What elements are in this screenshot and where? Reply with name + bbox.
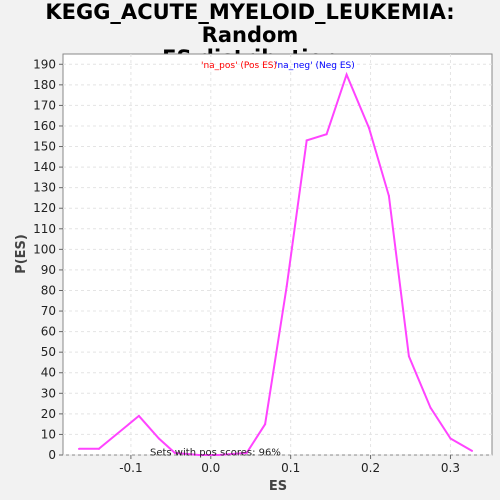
data-point [471, 449, 474, 452]
data-point [367, 127, 370, 130]
data-point [137, 414, 140, 417]
y-tick-label: 40 [41, 366, 56, 380]
y-tick-label: 140 [33, 160, 56, 174]
y-tick-label: 50 [41, 345, 56, 359]
y-tick-label: 10 [41, 427, 56, 441]
data-point [157, 437, 160, 440]
y-tick-label: 0 [48, 448, 56, 462]
data-point [97, 447, 100, 450]
x-tick-label: -0.1 [119, 461, 142, 475]
y-tick-label: 150 [33, 140, 56, 154]
data-point [197, 454, 200, 456]
data-point [407, 355, 410, 358]
x-axis-label: ES [269, 479, 287, 494]
y-tick-label: 190 [33, 57, 56, 71]
data-point [325, 133, 328, 136]
y-tick-label: 160 [33, 119, 56, 133]
plot-area [62, 53, 493, 456]
y-tick-label: 70 [41, 304, 56, 318]
chart-title-line-1: KEGG_ACUTE_MYELOID_LEUKEMIA: Random [45, 0, 455, 47]
x-tick-label: 0.2 [361, 461, 380, 475]
y-tick-label: 100 [33, 242, 56, 256]
x-tick-label: 0.3 [441, 461, 460, 475]
y-tick-label: 130 [33, 181, 56, 195]
data-point [245, 451, 248, 454]
y-tick-label: 170 [33, 98, 56, 112]
pos-scores-annotation: Sets with pos scores: 96% [150, 448, 281, 459]
legend-pos-label: 'na_pos' (Pos ES) [201, 61, 277, 71]
y-tick-label: 60 [41, 325, 56, 339]
data-point [264, 423, 267, 426]
data-points [77, 73, 474, 456]
y-tick-label: 80 [41, 283, 56, 297]
x-axis-ticks: -0.1 0.0 0.1 0.2 0.3 [119, 455, 460, 475]
legend-neg-label: 'na_neg' (Neg ES) [275, 61, 355, 71]
y-tick-label: 110 [33, 222, 56, 236]
data-point [173, 451, 176, 454]
data-point [285, 285, 288, 288]
y-tick-label: 90 [41, 263, 56, 277]
y-tick-label: 180 [33, 78, 56, 92]
data-point [449, 437, 452, 440]
y-tick-label: 20 [41, 407, 56, 421]
y-tick-label: 30 [41, 386, 56, 400]
x-tick-label: 0.0 [201, 461, 220, 475]
data-point [345, 73, 348, 76]
data-point [429, 406, 432, 409]
y-axis-ticks: 0 10 20 30 40 50 60 70 80 90 100 110 120 130 140 150 160… [33, 57, 63, 462]
y-tick-label: 120 [33, 201, 56, 215]
x-tick-label: 0.1 [281, 461, 300, 475]
data-point [305, 139, 308, 142]
data-point [217, 454, 220, 456]
data-point [387, 194, 390, 197]
data-point [77, 447, 80, 450]
y-axis-label: P(ES) [14, 234, 29, 274]
